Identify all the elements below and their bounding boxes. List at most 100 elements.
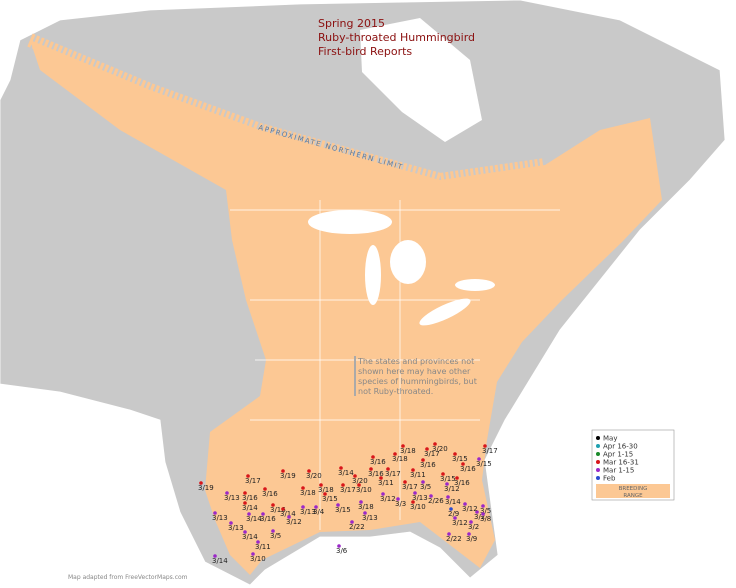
report-dot <box>483 444 487 448</box>
report-date: 3/18 <box>400 447 416 455</box>
report-dot <box>323 492 327 496</box>
report-date: 3/12 <box>462 505 478 513</box>
report-date: 3/5 <box>270 532 281 540</box>
legend-label: Mar 16-31 <box>603 459 639 467</box>
report-date: 2/22 <box>349 523 365 531</box>
report-dot <box>396 497 400 501</box>
report-date: 3/12 <box>444 485 460 493</box>
report-dot <box>251 552 255 556</box>
report-dot <box>411 500 415 504</box>
report-date: 3/13 <box>412 494 428 502</box>
legend-label: Apr 1-15 <box>603 451 633 459</box>
report-dot <box>481 504 485 508</box>
report-date: 3/16 <box>270 506 286 514</box>
report-date: 2/26 <box>428 497 444 505</box>
report-date: 2/22 <box>446 535 462 543</box>
report-dot <box>467 532 471 536</box>
report-dot <box>449 507 453 511</box>
report-dot <box>386 467 390 471</box>
report-date: 3/18 <box>358 503 374 511</box>
report-dot <box>337 544 341 548</box>
reports: 3/193/13 3/163/143/143/133/133/143/113/10… <box>198 442 498 565</box>
report-dot <box>359 500 363 504</box>
borders <box>230 200 560 530</box>
report-date: 3/16 <box>260 515 276 523</box>
report-dot <box>301 505 305 509</box>
report-date: 3/17 <box>482 447 498 455</box>
legend-dot <box>596 468 600 472</box>
report-dot <box>336 503 340 507</box>
report-date: 3/16 <box>420 461 436 469</box>
report-date: 3/15 <box>335 506 351 514</box>
lake-ontario <box>455 279 495 291</box>
lake-michigan <box>365 245 381 305</box>
report-dot <box>441 472 445 476</box>
report-date: 3/16 <box>460 465 476 473</box>
report-date: 3/17 <box>424 450 440 458</box>
report-dot <box>246 474 250 478</box>
report-dot <box>453 452 457 456</box>
report-dot <box>353 474 357 478</box>
report-dot <box>381 492 385 496</box>
report-date: 3/11 <box>378 479 394 487</box>
report-dot <box>199 481 203 485</box>
report-date: 3/18 <box>300 489 316 497</box>
report-date: 3/15 <box>322 495 338 503</box>
report-dot <box>393 452 397 456</box>
report-dot <box>287 515 291 519</box>
report-date: 3/14 <box>242 504 258 512</box>
report-dot <box>350 520 354 524</box>
report-dot <box>229 521 233 525</box>
report-date: 3/2 <box>468 523 479 531</box>
report-date: 3/13 <box>362 514 378 522</box>
report-date: 3/10 <box>410 503 426 511</box>
report-dot <box>225 491 229 495</box>
report-dot <box>341 483 345 487</box>
report-date: 3/13 <box>224 494 240 502</box>
report-dot <box>429 494 433 498</box>
report-date: 3/14 <box>338 469 354 477</box>
report-date: 3/4 <box>313 508 325 516</box>
legend-dot <box>596 476 600 480</box>
report-dot <box>379 476 383 480</box>
report-dot <box>357 483 361 487</box>
report-dot <box>413 491 417 495</box>
legend-dot <box>596 460 600 464</box>
report-dot <box>271 503 275 507</box>
legend-label: Apr 16-30 <box>603 443 638 451</box>
report-date: 3/14 <box>246 515 262 523</box>
lake-huron <box>390 240 426 284</box>
report-dot <box>213 554 217 558</box>
report-dot <box>243 491 247 495</box>
report-date: 3/12 <box>380 495 396 503</box>
title-line: Spring 2015 <box>318 17 385 30</box>
report-date: 3/17 <box>340 486 356 494</box>
report-dot <box>446 495 450 499</box>
report-date: 3/18 <box>392 455 408 463</box>
report-dot <box>477 457 481 461</box>
report-date: 3/13 <box>300 508 316 516</box>
report-date: 3/14 <box>445 498 461 506</box>
report-dot <box>403 480 407 484</box>
report-dot <box>421 480 425 484</box>
report-dot <box>281 507 285 511</box>
report-dot <box>425 447 429 451</box>
report-date: 3/20 <box>306 472 322 480</box>
report-date: 3/6 <box>336 547 348 555</box>
report-dot <box>469 520 473 524</box>
report-date: 3/3 <box>395 500 406 508</box>
report-date: 3/9 <box>466 535 477 543</box>
great-lakes <box>308 210 495 326</box>
report-dot <box>461 462 465 466</box>
report-date: 3/12 <box>452 519 468 527</box>
northern-limit <box>27 33 546 188</box>
report-date: 3/19 <box>198 484 214 492</box>
report-date: 3/13 <box>212 514 228 522</box>
legend-label: May <box>603 435 617 443</box>
report-dot <box>455 476 459 480</box>
report-dot <box>301 486 305 490</box>
breeding-range <box>30 40 662 575</box>
